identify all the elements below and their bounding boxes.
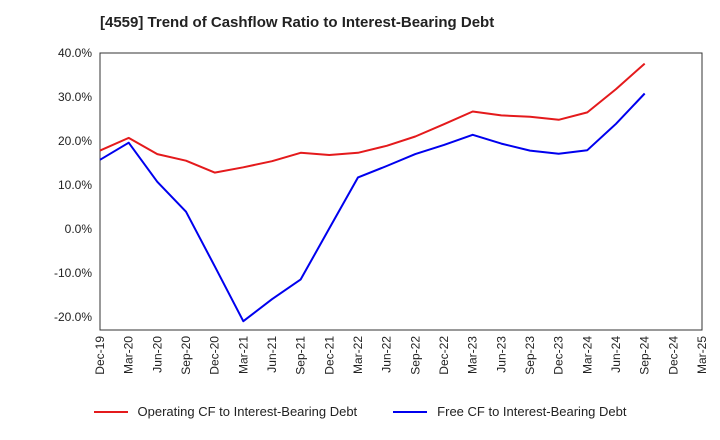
x-tick-label: Dec-24	[666, 336, 680, 375]
x-tick-label: Mar-25	[695, 336, 709, 374]
x-tick-label: Jun-20	[150, 336, 164, 373]
x-tick-label: Dec-21	[322, 336, 336, 375]
y-tick-label: 40.0%	[58, 46, 92, 60]
x-tick-label: Jun-22	[380, 336, 394, 373]
x-tick-label: Dec-19	[93, 336, 107, 375]
y-tick-labels: 40.0% 30.0% 20.0% 10.0% 0.0% -10.0% -20.0%	[54, 46, 92, 324]
series-lines	[99, 62, 646, 323]
x-tick-label: Mar-21	[236, 336, 250, 374]
y-tick-label: -10.0%	[54, 266, 92, 280]
x-tick-label: Mar-24	[580, 336, 594, 374]
legend-item-operating-cf: Operating CF to Interest-Bearing Debt	[93, 404, 358, 419]
legend: Operating CF to Interest-Bearing Debt Fr…	[0, 404, 720, 419]
x-tick-label: Sep-20	[179, 336, 193, 375]
legend-label-operating-cf: Operating CF to Interest-Bearing Debt	[137, 404, 358, 419]
legend-swatch-operating-cf	[93, 410, 128, 413]
legend-label-free-cf: Free CF to Interest-Bearing Debt	[437, 404, 627, 419]
y-tick-label: 30.0%	[58, 90, 92, 104]
x-tick-label: Sep-21	[294, 336, 308, 375]
x-tick-label: Jun-23	[494, 336, 508, 373]
free-cf-line	[99, 92, 646, 323]
x-tick-label: Dec-22	[437, 336, 451, 375]
x-tick-label: Jun-21	[265, 336, 279, 373]
y-tick-label: 20.0%	[58, 134, 92, 148]
x-tick-label: Dec-23	[552, 336, 566, 375]
x-tick-label: Mar-20	[122, 336, 136, 374]
y-tick-label: 0.0%	[65, 222, 93, 236]
x-tick-label: Jun-24	[609, 336, 623, 373]
x-tick-label: Mar-23	[466, 336, 480, 374]
x-tick-label: Sep-24	[638, 336, 652, 375]
legend-swatch-free-cf	[393, 410, 428, 413]
x-tick-label: Dec-20	[208, 336, 222, 375]
x-tick-label: Sep-23	[523, 336, 537, 375]
x-tick-label: Mar-22	[351, 336, 365, 374]
legend-item-free-cf: Free CF to Interest-Bearing Debt	[393, 404, 626, 419]
axes	[99, 52, 703, 331]
x-tick-label: Sep-22	[408, 336, 422, 375]
y-tick-label: -20.0%	[54, 310, 92, 324]
chart-title: [4559] Trend of Cashflow Ratio to Intere…	[100, 14, 495, 31]
y-tick-label: 10.0%	[58, 178, 92, 192]
operating-cf-line	[99, 62, 646, 174]
x-tick-labels: Dec-19 Mar-20 Jun-20 Sep-20 Dec-20 Mar-21 Jun-…	[93, 336, 709, 375]
plot-frame	[99, 52, 703, 331]
